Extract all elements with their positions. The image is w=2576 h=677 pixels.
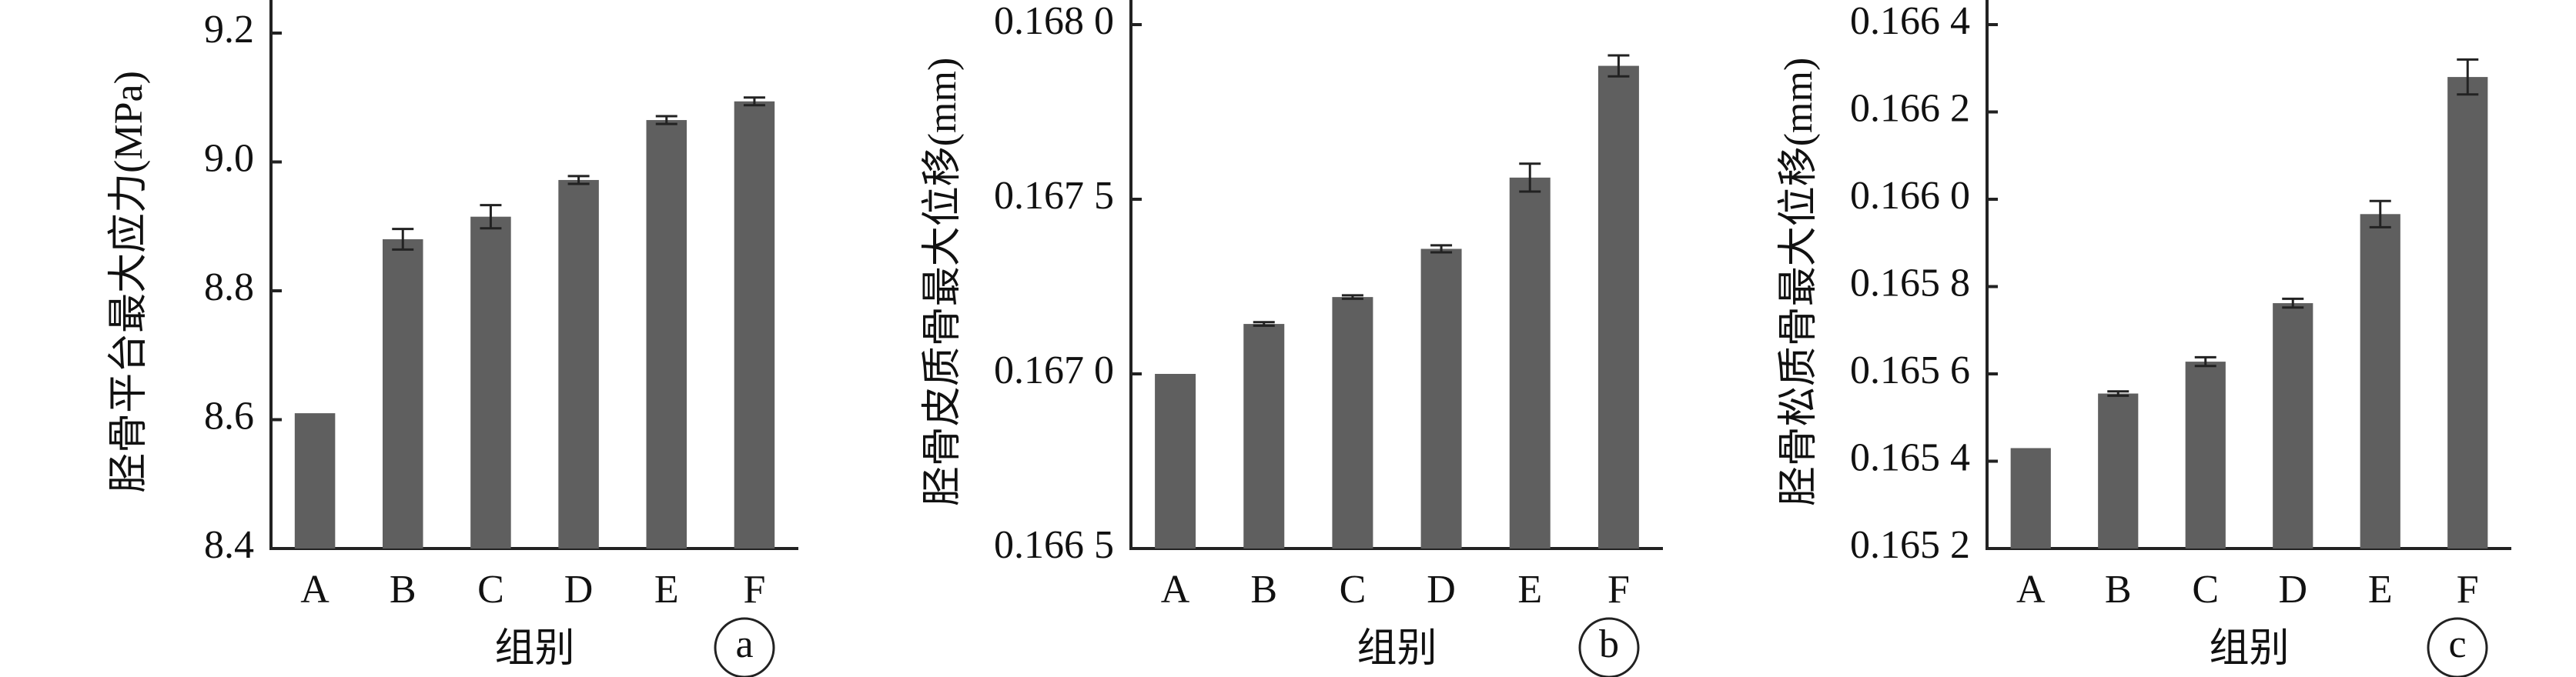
x-tick-label: C <box>2192 568 2219 612</box>
x-tick-label: A <box>1161 568 1190 612</box>
x-axis-label: 组别 <box>1357 627 1437 671</box>
x-tick-label: E <box>2368 568 2393 612</box>
bar <box>470 216 511 549</box>
x-tick-label: B <box>2105 568 2132 612</box>
panel-label: a <box>735 622 753 666</box>
error-bar <box>2194 355 2216 368</box>
y-tick-label: 0.166 4 <box>1850 0 1970 43</box>
error-bar <box>392 228 414 251</box>
error-bar <box>2457 58 2479 96</box>
x-axis-label: 组别 <box>494 627 574 671</box>
error-bar <box>1607 54 1630 78</box>
x-tick-label: D <box>1427 568 1456 612</box>
x-tick-label: B <box>390 568 417 612</box>
x-tick-label: A <box>300 568 330 612</box>
error-bar <box>1519 162 1541 193</box>
x-tick-label: D <box>2278 568 2307 612</box>
y-tick-label: 9.2 <box>204 8 254 52</box>
y-tick-label: 9.0 <box>204 136 254 180</box>
bar <box>2273 303 2313 549</box>
panel-label: c <box>2448 622 2466 666</box>
error-bar <box>743 96 765 107</box>
x-axis-label: 组别 <box>2209 627 2289 671</box>
bar <box>1332 297 1373 549</box>
error-bar <box>2369 199 2391 228</box>
error-bar <box>655 115 677 125</box>
x-tick-label: E <box>1517 568 1542 612</box>
y-tick-label: 0.165 4 <box>1850 435 1970 479</box>
y-tick-label: 0.166 5 <box>994 523 1114 567</box>
y-axis-label: 胫骨松质骨最大位移(mm) <box>1777 58 1821 507</box>
x-tick-label: C <box>1340 568 1367 612</box>
error-bar <box>2107 390 2129 397</box>
bar <box>2447 77 2488 549</box>
bar <box>2185 362 2226 549</box>
bar <box>558 179 599 549</box>
bar <box>1420 248 1462 549</box>
x-tick-label: D <box>564 568 594 612</box>
error-bar <box>2282 297 2304 309</box>
y-tick-label: 0.167 5 <box>994 174 1114 218</box>
bar <box>294 413 336 549</box>
bar <box>1155 374 1196 549</box>
x-tick-label: F <box>743 568 765 612</box>
panel-label: b <box>1599 622 1619 666</box>
y-tick-label: 0.165 8 <box>1850 261 1970 305</box>
y-tick-label: 0.167 0 <box>994 349 1114 392</box>
bar <box>382 239 423 549</box>
bar <box>2010 448 2051 549</box>
y-axis-label: 胫骨皮质骨最大位移(mm) <box>921 58 965 507</box>
panel-circle <box>714 617 775 677</box>
bar <box>2098 393 2139 549</box>
bar <box>2360 214 2400 549</box>
panel-circle <box>2427 617 2488 677</box>
panel-circle <box>1578 617 1640 677</box>
y-axis-label: 胫骨平台最大应力(MPa) <box>107 71 151 493</box>
error-bar <box>1253 321 1275 327</box>
x-tick-label: E <box>654 568 679 612</box>
bar <box>1243 324 1285 549</box>
x-tick-label: A <box>2016 568 2046 612</box>
y-tick-label: 8.4 <box>204 523 254 567</box>
error-bar <box>1430 244 1453 254</box>
error-bar <box>1341 294 1363 300</box>
bar <box>734 101 775 549</box>
x-tick-label: F <box>1607 568 1630 612</box>
error-bar <box>567 175 590 185</box>
x-tick-label: B <box>1250 568 1277 612</box>
y-tick-label: 0.166 2 <box>1850 86 1970 130</box>
x-tick-label: F <box>2457 568 2479 612</box>
y-tick-label: 0.168 0 <box>994 0 1114 43</box>
y-tick-label: 0.166 0 <box>1850 174 1970 218</box>
error-bar <box>480 204 502 230</box>
y-tick-label: 8.6 <box>204 394 254 438</box>
bar <box>1597 65 1639 549</box>
y-tick-label: 8.8 <box>204 265 254 309</box>
bar <box>1509 177 1551 549</box>
bar <box>646 120 687 549</box>
x-tick-label: C <box>477 568 504 612</box>
y-tick-label: 0.165 6 <box>1850 349 1970 392</box>
y-tick-label: 0.165 2 <box>1850 523 1970 567</box>
